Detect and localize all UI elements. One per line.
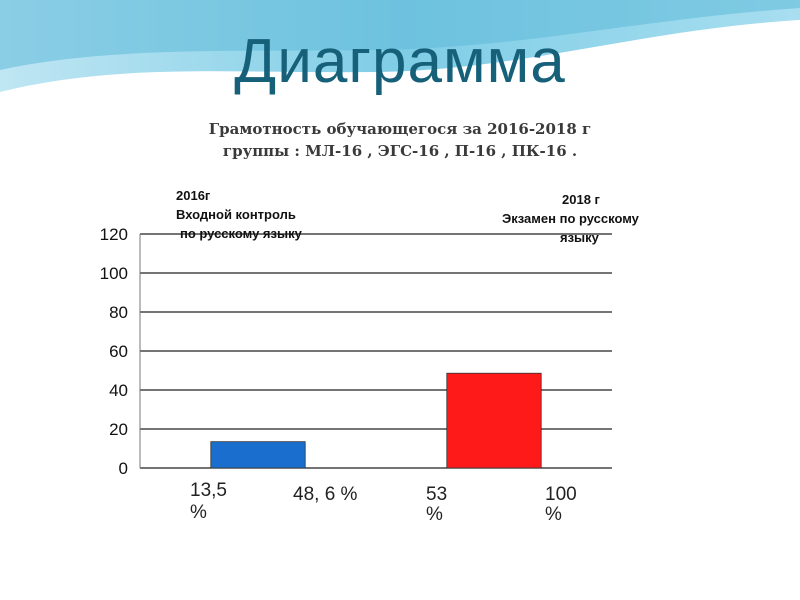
y-tick-label: 60 [109,342,128,361]
annotation-2018-label-line1: Экзамен по русскому [502,211,640,226]
y-tick-label: 0 [119,459,128,478]
annotation-2016-label-line1: Входной контроль [176,207,296,222]
slide-title: Диаграмма [234,27,566,96]
bottom-label-2: 48, 6 % [293,484,358,505]
annotation-2016-label-line2: по русскому языку [180,226,303,241]
y-tick-label: 20 [109,420,128,439]
bar-1 [210,441,306,469]
bottom-label-4-value: 100 [545,484,577,505]
decorative-wave-header [0,0,800,104]
bottom-label-1-value: 13,5 [190,480,227,501]
y-tick-label: 80 [109,303,128,322]
chart-subtitle: Грамотность обучающегося за 2016-2018 г … [150,118,650,162]
annotations: 2016г Входной контроль по русскому языку 20… [176,188,640,245]
y-tick-label: 40 [109,381,128,400]
y-tick-label: 100 [100,264,128,283]
annotation-2018-label-line2: языку [560,230,600,245]
annotation-2018-year: 2018 г [562,192,601,207]
bottom-label-3-unit: % [426,504,443,525]
bottom-labels: 13,5%48, 6 % 53%100% [190,480,577,525]
bar-2 [446,372,542,469]
y-tick-labels: 0 20 40 60 80 100 120 [100,225,128,478]
bottom-label-1-unit: % [190,502,207,523]
bars [210,372,542,469]
y-tick-label: 120 [100,225,128,244]
bottom-label-4-unit: % [545,504,562,525]
subtitle-line-1: Грамотность обучающегося за 2016-2018 г [208,120,592,138]
annotation-2016-year: 2016г [176,188,211,203]
subtitle-line-2: группы : МЛ-16 , ЭГС-16 , П-16 , ПК-16 . [222,142,578,160]
bottom-label-3-value: 53 [426,484,447,505]
